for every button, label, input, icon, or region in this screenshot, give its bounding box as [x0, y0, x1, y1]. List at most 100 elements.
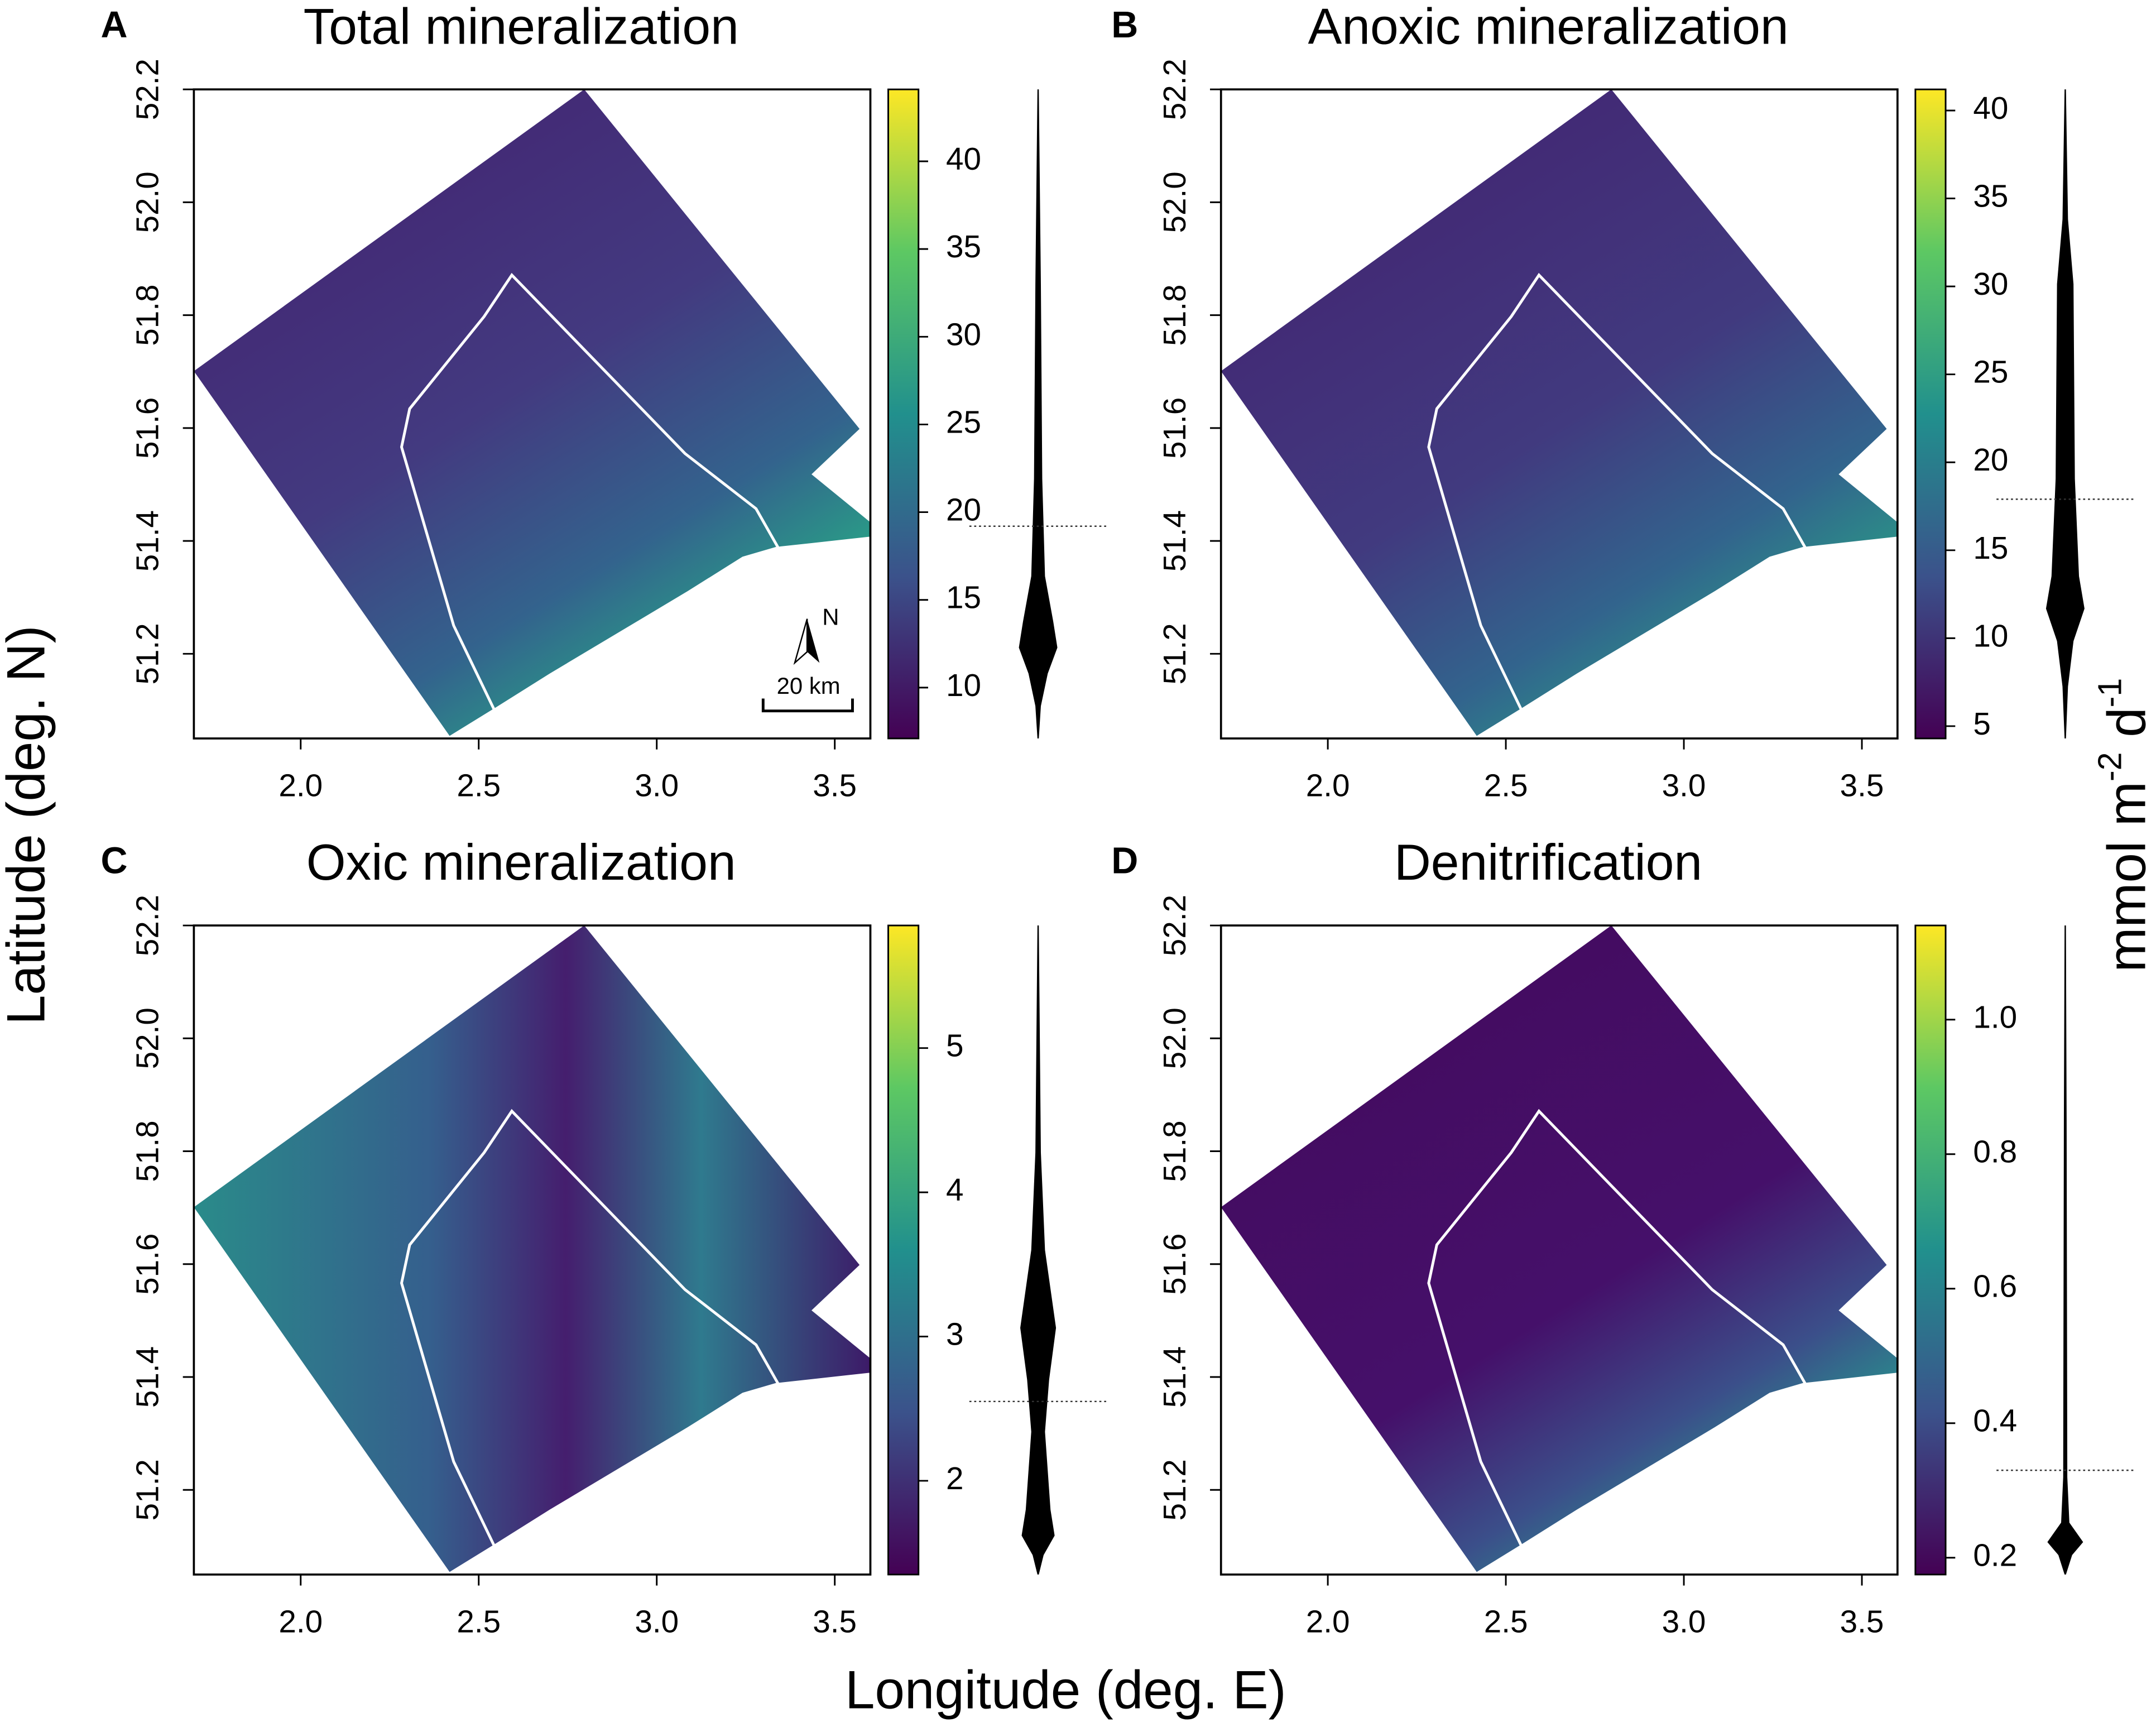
x-tick-label: 2.5 — [457, 769, 501, 804]
panel-letter: C — [100, 841, 127, 882]
colorbar-tick-label: 40 — [1973, 91, 2008, 126]
plot-frame — [1219, 924, 1899, 1576]
colorbar-tick-label: 40 — [946, 142, 981, 177]
colorbar-tick-label: 0.2 — [1973, 1538, 2017, 1573]
x-tick-label: 2.0 — [1306, 769, 1350, 804]
violin — [1020, 925, 1057, 1575]
y-tick-label: 52.2 — [131, 895, 166, 956]
violin — [1019, 89, 1058, 738]
map-field — [194, 89, 871, 736]
panel-title: Denitrification — [1394, 834, 1702, 891]
unit-part: mmol m — [2097, 781, 2156, 972]
study-area-outline — [1427, 272, 1809, 712]
y-tick-label: 52.0 — [131, 171, 166, 233]
y-tick-label: 51.6 — [1158, 397, 1193, 459]
x-tick-label: 3.5 — [813, 769, 857, 804]
north-arrow — [793, 618, 808, 665]
colorbar — [1914, 88, 1947, 740]
x-tick-label: 2.0 — [278, 1605, 323, 1640]
colorbar-tick-label: 25 — [1973, 355, 2008, 390]
north-arrow — [807, 618, 820, 663]
y-tick-label: 51.8 — [1158, 284, 1193, 346]
colorbar-tick-label: 15 — [946, 580, 981, 616]
study-area-outline — [1427, 1109, 1809, 1548]
colorbar-tick-label: 30 — [946, 317, 981, 352]
y-tick-label: 51.8 — [131, 1120, 166, 1182]
colorbar-tick-label: 5 — [946, 1029, 964, 1064]
x-tick-label: 2.5 — [1484, 1605, 1528, 1640]
x-tick-label: 2.0 — [1306, 1605, 1350, 1640]
colorbar-tick-label: 35 — [946, 229, 981, 265]
colorbar-tick-label: 10 — [1973, 618, 2008, 654]
panel-title: Total mineralization — [304, 0, 739, 55]
violin — [2047, 925, 2083, 1575]
colorbar-tick-label: 15 — [1973, 531, 2008, 566]
north-label: N — [822, 604, 839, 630]
colorbar — [1914, 924, 1947, 1576]
colorbar-tick-label: 20 — [1973, 443, 2008, 478]
unit-part: d — [2097, 707, 2156, 752]
map-field — [1221, 925, 1898, 1572]
panel-title: Anoxic mineralization — [1308, 0, 1788, 55]
colorbar-tick-label: 25 — [946, 405, 981, 440]
y-tick-label: 51.6 — [1158, 1234, 1193, 1295]
study-area-outline — [400, 1109, 782, 1548]
x-tick-label: 3.0 — [635, 1605, 679, 1640]
x-tick-label: 2.5 — [1484, 769, 1528, 804]
panel-title: Oxic mineralization — [306, 834, 736, 891]
y-tick-label: 52.0 — [1158, 171, 1193, 233]
y-tick-label: 51.2 — [131, 623, 166, 684]
y-tick-label: 51.6 — [131, 1234, 166, 1295]
plot-frame — [193, 924, 872, 1576]
colorbar-tick-label: 0.6 — [1973, 1269, 2017, 1304]
x-axis-label: Longitude (deg. E) — [845, 1661, 1286, 1720]
x-tick-label: 3.5 — [1840, 1605, 1884, 1640]
y-tick-label: 51.8 — [131, 284, 166, 346]
y-tick-label: 51.4 — [131, 510, 166, 572]
colorbar-label: mmol m-2 d-1 — [2091, 678, 2156, 972]
y-tick-label: 51.4 — [1158, 1346, 1193, 1408]
colorbar-tick-label: 35 — [1973, 179, 2008, 214]
unit-exponent: -1 — [2091, 678, 2129, 708]
scale-bar — [761, 698, 854, 713]
map-field — [194, 925, 871, 1572]
x-tick-label: 2.0 — [278, 769, 323, 804]
colorbar — [887, 924, 920, 1576]
x-tick-label: 3.0 — [1662, 769, 1706, 804]
x-tick-label: 2.5 — [457, 1605, 501, 1640]
panel-letter: A — [100, 4, 127, 46]
map-field — [1221, 89, 1898, 736]
study-area-outline — [400, 272, 782, 712]
colorbar-tick-label: 0.4 — [1973, 1404, 2017, 1439]
y-tick-label: 51.6 — [131, 397, 166, 459]
y-tick-label: 52.2 — [131, 59, 166, 120]
colorbar-tick-label: 1.0 — [1973, 1000, 2017, 1035]
colorbar-tick-label: 2 — [946, 1461, 964, 1496]
colorbar — [887, 88, 920, 740]
colorbar-tick-label: 20 — [946, 493, 981, 528]
panel-letter: D — [1111, 841, 1138, 882]
colorbar-tick-label: 5 — [1973, 707, 1991, 742]
y-tick-label: 52.0 — [1158, 1007, 1193, 1069]
x-tick-label: 3.0 — [635, 769, 679, 804]
colorbar-tick-label: 10 — [946, 668, 981, 703]
colorbar-tick-label: 0.8 — [1973, 1135, 2017, 1170]
x-tick-label: 3.0 — [1662, 1605, 1706, 1640]
y-axis-label: Latitude (deg. N) — [0, 625, 56, 1025]
y-tick-label: 51.8 — [1158, 1120, 1193, 1182]
x-tick-label: 3.5 — [813, 1605, 857, 1640]
scale-bar-label: 20 km — [777, 673, 841, 699]
panel-letter: B — [1111, 4, 1138, 46]
y-tick-label: 51.4 — [131, 1346, 166, 1408]
y-tick-label: 52.2 — [1158, 59, 1193, 120]
colorbar-tick-label: 3 — [946, 1317, 964, 1352]
plot-frame — [1219, 88, 1899, 740]
plot-frame — [193, 88, 872, 740]
colorbar-tick-label: 30 — [1973, 267, 2008, 302]
unit-exponent: -2 — [2091, 752, 2129, 781]
y-tick-label: 51.4 — [1158, 510, 1193, 572]
y-tick-label: 52.0 — [131, 1007, 166, 1069]
x-tick-label: 3.5 — [1840, 769, 1884, 804]
y-tick-label: 51.2 — [131, 1459, 166, 1520]
